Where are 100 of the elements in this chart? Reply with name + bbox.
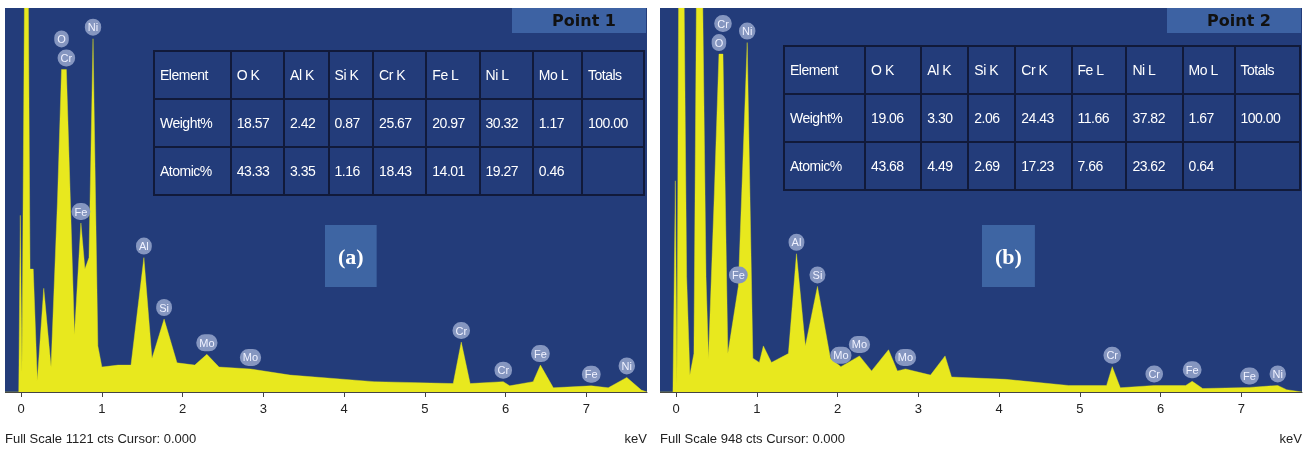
x-tick-label: 5 <box>1076 401 1084 416</box>
text: Element <box>784 46 866 94</box>
category-label: Cr K <box>1015 46 1072 94</box>
data-label: 4.49 <box>921 142 969 190</box>
x-tick-label: 6 <box>1157 401 1165 416</box>
annotation: Ni <box>621 359 633 372</box>
annotation: Fe <box>74 205 88 218</box>
data-label: 1.16 <box>328 147 374 195</box>
category-label: Fe L <box>1071 46 1127 94</box>
category-label: Mo L <box>1182 46 1235 94</box>
annotation: Al <box>139 240 149 253</box>
x-tick-label: 0 <box>17 401 25 416</box>
annotation: Mo <box>199 336 215 349</box>
x-tick-label: 4 <box>995 401 1003 416</box>
annotation: Mo <box>851 338 868 351</box>
data-label: 2.69 <box>968 142 1016 190</box>
annotation: Ni <box>87 21 99 34</box>
annotation: Fe <box>731 268 745 281</box>
x-axis-title: keV <box>1279 431 1303 446</box>
data-label: 0.87 <box>328 99 374 147</box>
annotation: Si <box>812 268 823 281</box>
data-label: 2.42 <box>284 99 329 147</box>
category-label: Ni L <box>1126 46 1183 94</box>
annotation: Mo <box>833 349 849 362</box>
x-tick-label: 0 <box>672 401 680 416</box>
annotation: Ni <box>1272 367 1283 380</box>
category-label: Si K <box>968 46 1016 94</box>
data-label: 18.43 <box>373 147 427 195</box>
series-label: Weight% <box>784 94 866 142</box>
category-label: O K <box>230 51 285 99</box>
x-tick-label: 5 <box>421 401 429 416</box>
category-label: Ni L <box>479 51 533 99</box>
data-label: 18.57 <box>230 99 285 147</box>
series-label: Weight% <box>154 99 231 147</box>
data-label: 19.06 <box>865 94 922 142</box>
data-label: 20.97 <box>426 99 480 147</box>
text: Atomic% <box>784 142 866 190</box>
category-label: Cr K <box>373 51 427 99</box>
text: Atomic% <box>154 147 231 195</box>
data-label: 2.06 <box>968 94 1016 142</box>
text: Full Scale 1121 cts Cursor: 0.000 <box>5 431 197 446</box>
annotation: Cr <box>455 324 468 337</box>
x-tick-label: 7 <box>582 401 591 416</box>
annotation: Si <box>159 301 169 314</box>
data-label: 100.00 <box>1234 94 1300 142</box>
data-label: 3.30 <box>921 94 969 142</box>
annotation: Cr <box>717 17 730 30</box>
category-label: Fe L <box>426 51 480 99</box>
data-label: 17.23 <box>1015 142 1072 190</box>
data-label: 0.46 <box>532 147 582 195</box>
text: Full Scale 948 cts Cursor: 0.000 <box>660 431 845 446</box>
data-label: 11.66 <box>1071 94 1127 142</box>
category-label: Totals <box>581 51 644 99</box>
x-tick-label: 7 <box>1237 401 1246 416</box>
data-label: 0.64 <box>1182 142 1235 190</box>
annotation: Cr <box>1148 367 1161 380</box>
x-tick-label: 4 <box>340 401 348 416</box>
category-label: Si K <box>328 51 374 99</box>
data-label: 14.01 <box>426 147 480 195</box>
annotation: Fe <box>1243 369 1256 382</box>
annotation: Fe <box>533 347 547 360</box>
x-tick-label: 6 <box>502 401 510 416</box>
data-label: 7.66 <box>1071 142 1127 190</box>
data-label: 37.82 <box>1126 94 1183 142</box>
text: Element <box>154 51 231 99</box>
chart-title: Point 2 <box>1207 11 1271 30</box>
category-label: Totals <box>1234 46 1300 94</box>
data-label: 43.33 <box>230 147 285 195</box>
x-tick-label: 3 <box>914 401 923 416</box>
x-tick-label: 3 <box>259 401 268 416</box>
category-label: Al K <box>921 46 969 94</box>
category-label: O K <box>865 46 922 94</box>
x-axis-title: keV <box>624 431 648 446</box>
data-label: 100.00 <box>581 99 644 147</box>
category-label: Al K <box>284 51 329 99</box>
annotation: O <box>714 36 724 49</box>
data-label: 43.68 <box>865 142 922 190</box>
x-tick-label: 1 <box>753 401 761 416</box>
data-label: 1.67 <box>1182 94 1235 142</box>
data-label: 23.62 <box>1126 142 1183 190</box>
data-label: 30.32 <box>479 99 533 147</box>
annotation: Cr <box>60 51 73 64</box>
chart-title: Point 1 <box>552 11 616 30</box>
annotation: Ni <box>742 25 753 38</box>
annotation: Fe <box>1185 363 1199 376</box>
x-tick-label: 2 <box>834 401 842 416</box>
annotation: Mo <box>897 351 914 364</box>
data-label: 1.17 <box>532 99 582 147</box>
data-label: 19.27 <box>479 147 533 195</box>
x-tick-label: 1 <box>98 401 106 416</box>
annotation: (a) <box>338 243 364 269</box>
annotation: O <box>57 32 67 45</box>
annotation: Cr <box>497 364 510 377</box>
category-label: Mo L <box>532 51 582 99</box>
annotation: Cr <box>1106 349 1119 362</box>
annotation: Fe <box>584 368 598 381</box>
data-label: 24.43 <box>1015 94 1072 142</box>
x-tick-label: 2 <box>179 401 187 416</box>
annotation: Mo <box>242 351 259 364</box>
annotation: Al <box>791 236 802 249</box>
